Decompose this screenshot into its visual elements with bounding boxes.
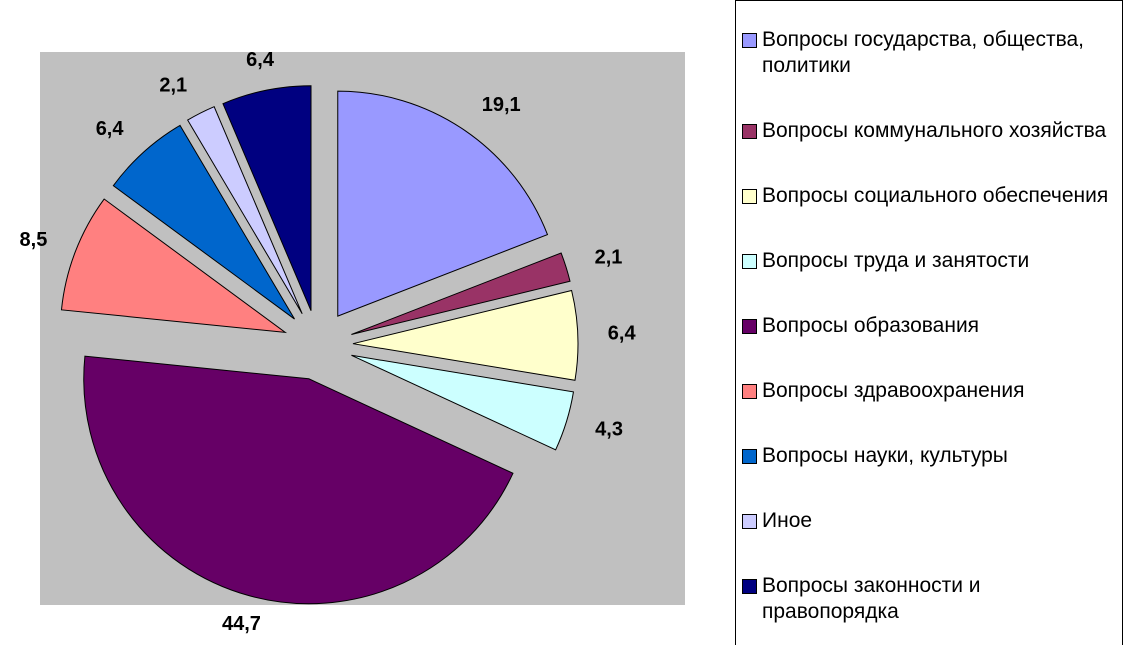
pie-slice	[112, 124, 295, 320]
pie-slice	[352, 289, 579, 381]
data-label: 4,3	[595, 419, 623, 441]
legend-swatch	[742, 253, 757, 269]
legend-swatch	[742, 514, 757, 530]
legend-entry: Вопросы образования	[742, 313, 1118, 339]
legend-swatch	[742, 188, 757, 204]
pie-slice	[351, 354, 575, 451]
legend-swatch	[742, 32, 757, 48]
data-label: 2,1	[159, 74, 187, 96]
legend-swatch	[742, 384, 757, 400]
legend-entry: Вопросы законности и правопорядка	[742, 573, 1118, 625]
legend-entry: Вопросы здравоохранения	[742, 378, 1118, 404]
legend-entry: Иное	[742, 508, 1118, 534]
pie-slice	[351, 252, 571, 335]
data-label: 19,1	[482, 94, 521, 116]
legend-label: Иное	[762, 509, 813, 533]
legend-label: Вопросы образования	[762, 313, 980, 337]
legend-swatch	[742, 318, 757, 334]
legend-entry: Вопросы социального обеспечения	[742, 183, 1118, 209]
data-label: 8,5	[20, 229, 48, 251]
legend-label: Вопросы социального обеспечения	[762, 183, 1109, 207]
legend-entry: Вопросы государства, общества, политики	[742, 27, 1118, 79]
legend-label: Вопросы государства, общества, политики	[762, 27, 1085, 77]
legend: Вопросы государства, общества, политики В…	[735, 0, 1123, 645]
legend-label: Вопросы законности и правопорядка	[762, 574, 981, 624]
legend-swatch	[742, 449, 757, 465]
legend-swatch	[742, 579, 757, 595]
legend-entry: Вопросы труда и занятости	[742, 248, 1118, 274]
pie-slice	[337, 90, 549, 317]
pie-slice	[222, 85, 312, 311]
legend-swatch	[742, 123, 757, 139]
data-label: 6,4	[96, 118, 125, 140]
legend-label: Вопросы коммунального хозяйства	[762, 118, 1107, 142]
data-label: 2,1	[595, 246, 623, 268]
legend-entry: Вопросы науки, культуры	[742, 443, 1118, 469]
legend-label: Вопросы науки, культуры	[762, 444, 1008, 468]
chart: 19,1 2,1 6,4 4,3 44,7 8,5 6,4 2,1 6,4	[20, 49, 685, 635]
legend-label: Вопросы труда и занятости	[762, 248, 1030, 272]
data-label: 44,7	[222, 613, 261, 635]
pie-slice	[83, 355, 514, 605]
data-label: 6,4	[246, 49, 275, 71]
pie-slice	[60, 198, 288, 334]
data-label: 6,4	[608, 322, 637, 344]
pie-slice	[186, 106, 303, 315]
legend-entry: Вопросы коммунального хозяйства	[742, 118, 1118, 144]
legend-label: Вопросы здравоохранения	[762, 379, 1025, 403]
